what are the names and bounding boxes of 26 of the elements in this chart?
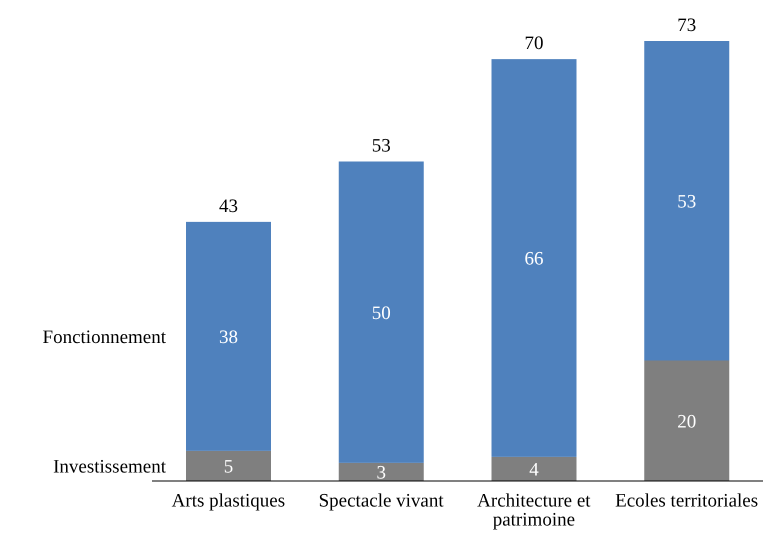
bar xyxy=(338,162,424,463)
data-label: 20 xyxy=(677,411,696,432)
total-label: 70 xyxy=(524,33,544,54)
bar xyxy=(644,41,730,360)
bar xyxy=(186,450,271,481)
series-label: Investissement xyxy=(53,456,167,478)
bar xyxy=(338,462,424,481)
data-label: 50 xyxy=(372,302,391,324)
bar xyxy=(492,456,576,481)
data-label: 38 xyxy=(219,327,238,348)
data-label: 66 xyxy=(524,248,544,270)
total-label: 43 xyxy=(219,196,238,217)
x-tick-label: Spectacle vivant xyxy=(318,490,444,512)
total-label: 73 xyxy=(677,15,696,36)
data-label: 3 xyxy=(376,462,386,484)
data-label: 4 xyxy=(529,460,540,481)
x-tick-label: Architecture et patrimoine xyxy=(477,490,592,530)
data-label: 5 xyxy=(224,456,234,478)
bar xyxy=(644,360,730,481)
x-tick-label: Ecoles territoriales xyxy=(615,490,758,512)
series-label: Fonctionnement xyxy=(42,326,167,348)
bar xyxy=(492,59,576,457)
bar xyxy=(186,222,271,451)
x-tick-label: Arts plastiques xyxy=(172,490,286,512)
data-label: 53 xyxy=(677,191,696,212)
total-label: 53 xyxy=(372,136,391,157)
